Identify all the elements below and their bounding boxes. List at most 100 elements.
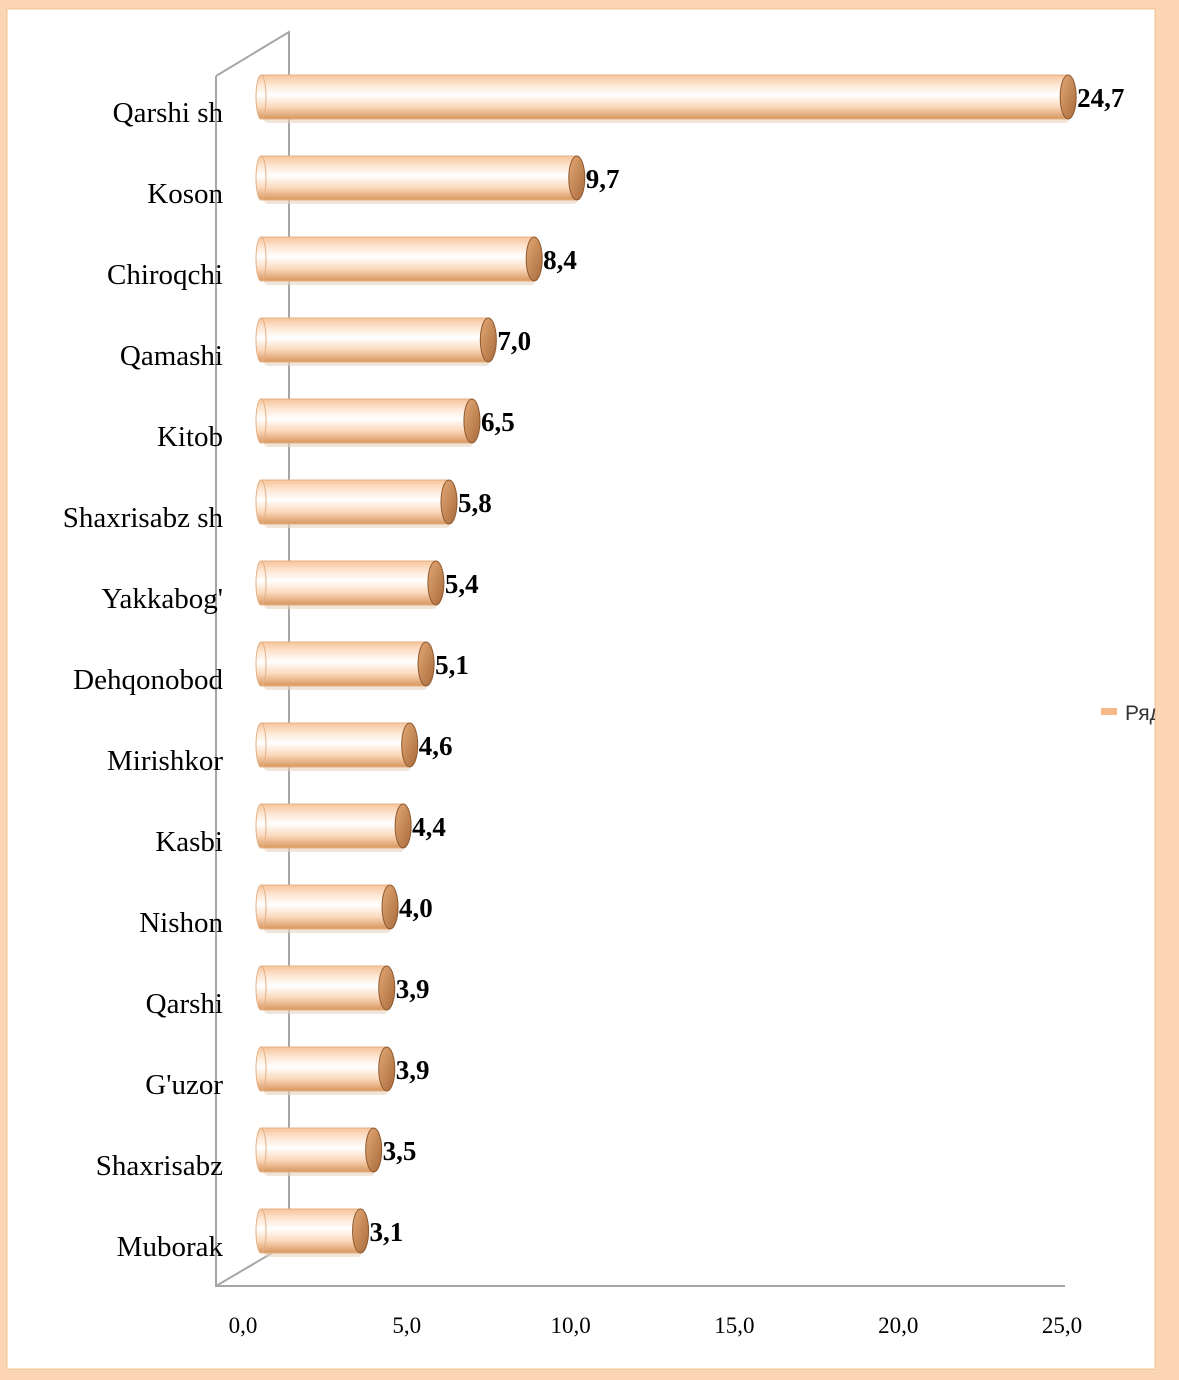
bar-end-cap <box>479 317 497 363</box>
category-label: Dehqonobod <box>73 664 223 696</box>
bar-end-cap <box>1059 74 1077 120</box>
bar <box>255 884 399 933</box>
bar-start-cap <box>255 236 267 282</box>
data-label: 3,1 <box>370 1217 404 1247</box>
bar <box>255 641 435 690</box>
data-label: 5,1 <box>435 650 469 680</box>
x-tick-label: 5,0 <box>392 1313 421 1338</box>
data-label: 4,0 <box>399 893 433 923</box>
bar-start-cap <box>255 1046 267 1092</box>
category-label: Chiroqchi <box>107 259 223 291</box>
bar-body <box>260 1046 388 1092</box>
bar-body <box>260 1127 375 1173</box>
bar <box>255 74 1077 123</box>
bar-start-cap <box>255 560 267 606</box>
category-label: Mirishkor <box>107 745 223 777</box>
x-tick-label: 20,0 <box>878 1313 918 1338</box>
category-label: Shaxrisabz sh <box>63 502 224 534</box>
legend-label: Ряд1 <box>1125 702 1155 725</box>
legend: Ряд1 <box>1101 702 1155 725</box>
bar-start-cap <box>255 317 267 363</box>
data-label: 5,8 <box>458 488 492 518</box>
data-label: 3,5 <box>383 1136 417 1166</box>
labels: 24,7 Qarshi sh 9,7 Koson 8,4 Chiroqchi 7,0 Qama… <box>63 83 1125 1263</box>
x-tick-label: 25,0 <box>1042 1313 1082 1338</box>
bar-start-cap <box>255 1127 267 1173</box>
bar-end-cap <box>440 479 458 525</box>
bar-body <box>260 398 473 444</box>
bar-end-cap <box>417 641 435 687</box>
category-label: Shaxrisabz <box>96 1150 223 1182</box>
bar-start-cap <box>255 479 267 525</box>
bar-end-cap <box>463 398 481 444</box>
bar-end-cap <box>378 1046 396 1092</box>
bar-end-cap <box>427 560 445 606</box>
bar-end-cap <box>568 155 586 201</box>
bar <box>255 803 412 852</box>
category-label: Qamashi <box>120 340 223 372</box>
bar-end-cap <box>401 722 419 768</box>
bar-body <box>260 722 411 768</box>
data-label: 6,5 <box>481 407 515 437</box>
bar-body <box>260 317 489 363</box>
bar-start-cap <box>255 74 267 120</box>
bar-end-cap <box>378 965 396 1011</box>
bar-start-cap <box>255 155 267 201</box>
category-label: Qarshi <box>146 988 223 1020</box>
bars <box>255 74 1077 1257</box>
category-label: Kitob <box>157 421 223 453</box>
bar-chart: 0,0 5,0 10,0 15,0 20,0 25,0 24,7 Qarshi sh 9,7 K… <box>63 30 1155 1338</box>
data-label: 4,4 <box>412 812 446 842</box>
data-label: 24,7 <box>1077 83 1124 113</box>
bar <box>255 965 396 1014</box>
category-label: Kasbi <box>155 826 223 858</box>
bar-body <box>260 155 578 201</box>
data-label: 9,7 <box>586 164 620 194</box>
data-label: 3,9 <box>396 1055 430 1085</box>
data-label: 8,4 <box>543 245 577 275</box>
bar-body <box>260 74 1069 120</box>
bar <box>255 155 586 204</box>
bar-body <box>260 236 535 282</box>
category-label: Qarshi sh <box>113 97 224 129</box>
category-label: Koson <box>147 178 223 210</box>
bar <box>255 317 497 366</box>
bar-body <box>260 641 427 687</box>
bar-body <box>260 479 450 525</box>
chart-area: 0,0 5,0 10,0 15,0 20,0 25,0 24,7 Qarshi sh 9,7 K… <box>6 8 1156 1370</box>
bar-start-cap <box>255 398 267 444</box>
bar <box>255 398 481 447</box>
bar <box>255 479 458 528</box>
category-label: Yakkabog' <box>101 583 223 615</box>
bar-body <box>260 803 404 849</box>
bar-start-cap <box>255 884 267 930</box>
data-label: 7,0 <box>497 326 531 356</box>
x-tick-label: 10,0 <box>550 1313 590 1338</box>
x-tick-label: 15,0 <box>714 1313 754 1338</box>
bar-body <box>260 884 391 930</box>
bar <box>255 1127 383 1176</box>
category-label: Muborak <box>117 1231 224 1263</box>
bar <box>255 1046 396 1095</box>
bar-start-cap <box>255 803 267 849</box>
category-label: Nishon <box>139 907 223 939</box>
data-label: 4,6 <box>419 731 453 761</box>
bar <box>255 560 445 609</box>
axes: 0,0 5,0 10,0 15,0 20,0 25,0 <box>215 30 1082 1338</box>
bar <box>255 236 543 285</box>
bar-body <box>260 1208 362 1254</box>
bar-body <box>260 965 388 1011</box>
bar-end-cap <box>525 236 543 282</box>
bar-end-cap <box>365 1127 383 1173</box>
data-label: 5,4 <box>445 569 479 599</box>
bar-start-cap <box>255 965 267 1011</box>
bar-body <box>260 560 437 606</box>
bar-start-cap <box>255 722 267 768</box>
bar <box>255 722 419 771</box>
bar-start-cap <box>255 641 267 687</box>
data-label: 3,9 <box>396 974 430 1004</box>
legend-swatch <box>1101 708 1117 715</box>
bar-end-cap <box>394 803 412 849</box>
x-tick-label: 0,0 <box>229 1313 258 1338</box>
bar <box>255 1208 370 1257</box>
